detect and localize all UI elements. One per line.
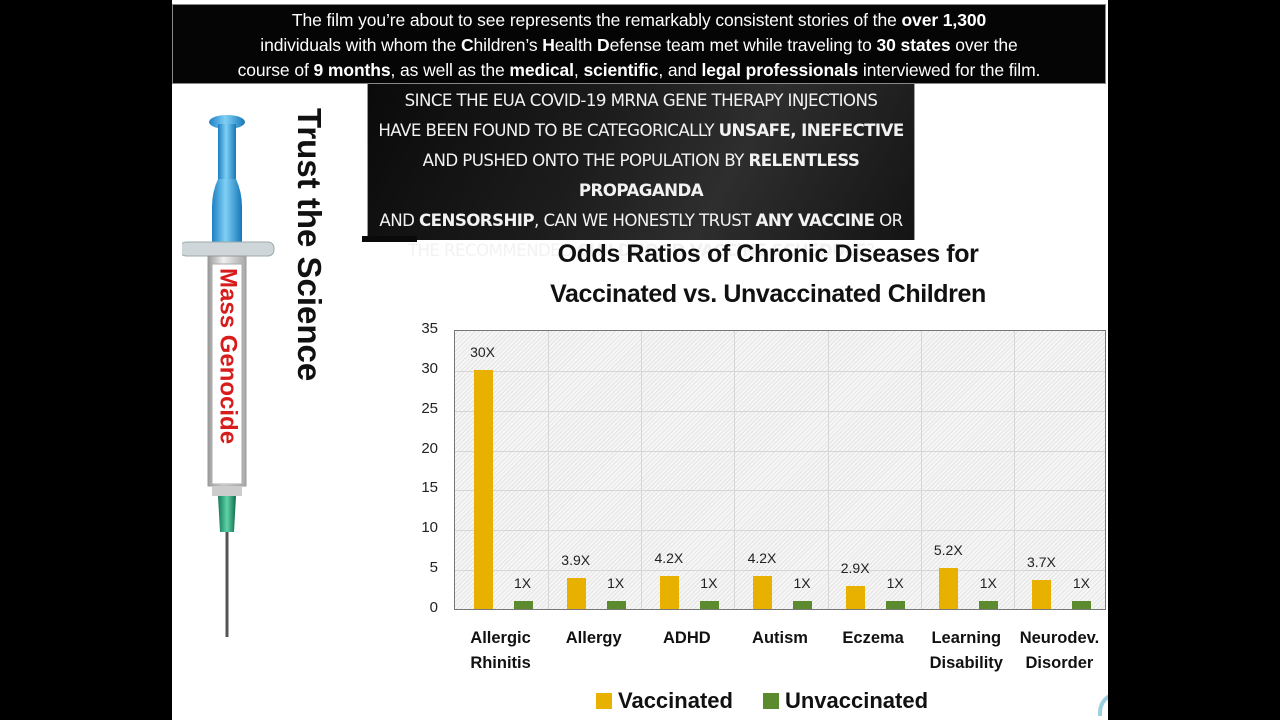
legend-item-unvaccinated: Unvaccinated <box>762 688 928 714</box>
gridline <box>455 570 1105 572</box>
data-label: 4.2X <box>747 549 777 566</box>
y-tick-label: 0 <box>429 599 438 616</box>
data-label: 1X <box>793 575 811 592</box>
bar-unvaccinated <box>886 601 906 609</box>
y-tick-label: 35 <box>421 320 438 337</box>
gridline <box>641 331 643 609</box>
bar-unvaccinated <box>793 601 812 609</box>
gridline <box>920 331 922 609</box>
gridline <box>455 370 1105 372</box>
y-tick-label: 15 <box>421 479 438 497</box>
intro-line-1: The film you’re about to see represents … <box>291 10 987 30</box>
data-label: 1X <box>700 575 718 592</box>
trust-the-science-text: Trust the Science <box>291 108 328 382</box>
gridline <box>1013 331 1015 609</box>
gridline <box>734 331 736 609</box>
claim-line-4: and censorship, can we honestly trust an… <box>379 211 903 231</box>
data-label: 30X <box>470 343 496 360</box>
data-label: 1X <box>514 575 532 592</box>
bar-unvaccinated <box>1072 601 1092 609</box>
data-label: 3.9X <box>561 551 591 568</box>
x-category-label: Allergy <box>565 629 622 647</box>
bar-vaccinated <box>939 567 959 609</box>
y-tick-label: 20 <box>421 439 438 457</box>
gridline <box>455 410 1105 412</box>
legend: Vaccinated Unvaccinated <box>596 688 958 714</box>
gridline <box>548 331 550 609</box>
syringe-icon: Mass Genocide <box>182 115 275 637</box>
gridline <box>455 530 1105 532</box>
bar-unvaccinated <box>699 601 719 609</box>
gridline <box>455 490 1105 492</box>
x-category-label: Learning Disability <box>929 629 1003 672</box>
bar-vaccinated <box>846 585 866 609</box>
bar-vaccinated <box>753 575 772 609</box>
intro-banner: The film you’re about to see represents … <box>172 4 1106 84</box>
gridline <box>455 450 1105 452</box>
slide: The film you’re about to see represents … <box>172 0 1108 720</box>
intro-line-2: individuals with whom the Children’s Hea… <box>260 35 1018 55</box>
corner-logo-icon <box>1098 692 1108 716</box>
data-label: 4.2X <box>654 549 684 566</box>
bar-unvaccinated <box>979 601 999 609</box>
legend-swatch-unvaccinated <box>762 693 779 709</box>
data-label: 1X <box>886 575 904 592</box>
bar-vaccinated <box>659 575 679 609</box>
gridline <box>827 331 829 609</box>
legend-item-vaccinated: Vaccinated <box>596 688 733 714</box>
data-label: 1X <box>607 575 625 592</box>
bar-vaccinated <box>473 369 493 609</box>
data-label: 2.9X <box>840 559 870 576</box>
bar-vaccinated <box>566 577 586 609</box>
bar-unvaccinated <box>513 601 533 609</box>
bar-vaccinated <box>1032 579 1052 609</box>
data-label: 1X <box>979 575 997 592</box>
claim-line-2: have been found to be categorically unsa… <box>378 121 904 141</box>
data-label: 3.7X <box>1027 553 1056 570</box>
legend-swatch-vaccinated <box>596 693 612 709</box>
x-category-label: ADHD <box>663 629 711 647</box>
bar-unvaccinated <box>606 601 626 609</box>
y-tick-label: 10 <box>421 519 438 537</box>
data-label: 1X <box>1072 575 1090 592</box>
claim-line-3: and pushed onto the population by relent… <box>422 151 860 201</box>
claim-banner: Since the EUA COVID-19 mRNA gene therapy… <box>367 84 915 261</box>
x-category-label: Neurodev. Disorder <box>1019 629 1100 672</box>
x-category-label: Autism <box>752 629 808 647</box>
claim-line-1: Since the EUA COVID-19 mRNA gene therapy… <box>404 91 878 111</box>
y-tick-label: 30 <box>421 359 438 377</box>
banner-tab <box>362 236 417 242</box>
intro-line-3: course of 9 months, as well as the medic… <box>237 60 1041 80</box>
data-label: 5.2X <box>933 541 963 558</box>
y-tick-label: 5 <box>429 559 438 577</box>
syringe-label: Mass Genocide <box>215 268 242 444</box>
chart-title: Odds Ratios of Chronic Diseases for Vacc… <box>550 240 986 308</box>
x-category-label: Allergic Rhinitis <box>470 629 531 672</box>
claim-line-5: the recommended childhood vaccine schedu… <box>407 241 875 261</box>
x-category-label: Eczema <box>842 629 904 647</box>
y-tick-label: 25 <box>421 399 438 417</box>
plot-area <box>454 330 1106 610</box>
